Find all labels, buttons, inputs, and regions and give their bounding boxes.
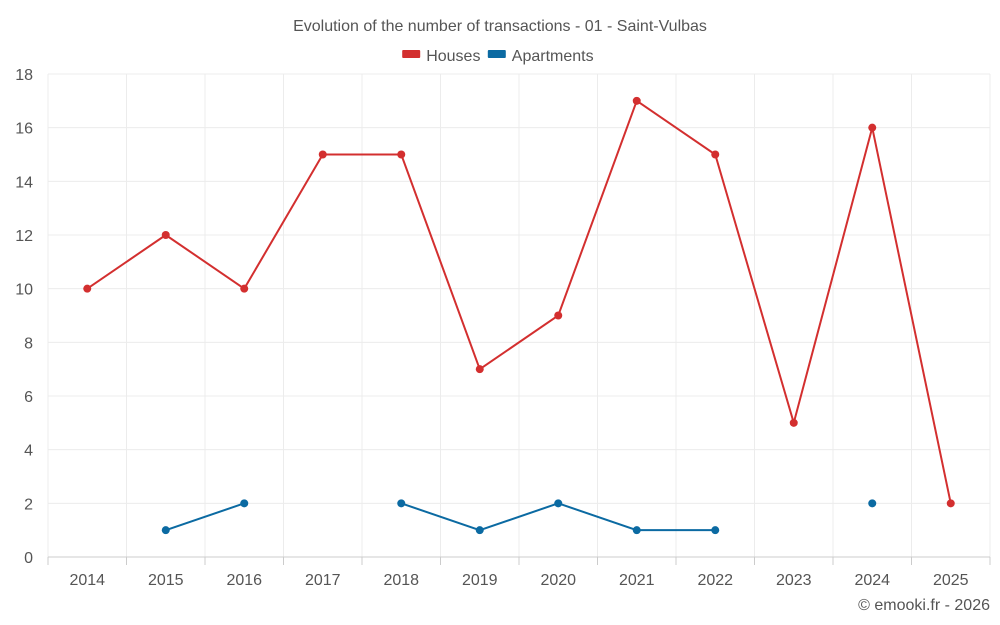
- apartments-point-2021[interactable]: [632, 526, 641, 535]
- x-tick-label: 2016: [226, 572, 262, 589]
- x-tick-label: 2021: [619, 572, 655, 589]
- y-tick-label: 18: [15, 67, 33, 84]
- houses-point-2025[interactable]: [946, 499, 955, 508]
- houses-point-2017[interactable]: [318, 150, 327, 159]
- y-tick-label: 16: [15, 121, 33, 138]
- houses-line-segment: [86, 99, 952, 504]
- y-tick-label: 8: [24, 335, 33, 352]
- series-apartments: [161, 499, 877, 535]
- houses-point-2014[interactable]: [83, 284, 92, 293]
- chart-title: Evolution of the number of transactions …: [293, 18, 707, 35]
- legend-swatch: [402, 50, 421, 58]
- houses-point-2021[interactable]: [632, 96, 641, 105]
- apartments-line-segment: [400, 502, 716, 532]
- x-tick-label: 2018: [383, 572, 419, 589]
- x-tick-label: 2022: [697, 572, 733, 589]
- y-tick-label: 2: [24, 496, 33, 513]
- y-tick-label: 6: [24, 389, 33, 406]
- houses-point-2015[interactable]: [161, 231, 170, 239]
- y-tick-label: 12: [15, 228, 33, 245]
- legend-label: Houses: [426, 48, 480, 65]
- y-tick-label: 10: [15, 282, 33, 299]
- x-tick-label: 2023: [776, 572, 812, 589]
- x-tick-label: 2014: [69, 572, 105, 589]
- houses-point-2020[interactable]: [554, 311, 563, 320]
- houses-point-2024[interactable]: [868, 123, 877, 132]
- apartments-point-2024[interactable]: [868, 499, 877, 508]
- x-tick-label: 2019: [462, 572, 498, 589]
- apartments-line-segment: [165, 502, 245, 532]
- apartments-point-2019[interactable]: [475, 526, 484, 535]
- x-tick-label: 2015: [148, 572, 184, 589]
- y-tick-label: 0: [24, 550, 33, 567]
- legend-label: Apartments: [512, 48, 594, 65]
- houses-point-2019[interactable]: [475, 365, 484, 374]
- series-layer: [83, 96, 955, 535]
- y-tick-label: 14: [15, 174, 33, 191]
- legend-item-apartments[interactable]: Apartments: [487, 48, 594, 65]
- x-tick-label: 2020: [540, 572, 576, 589]
- x-tick-label: 2017: [305, 572, 341, 589]
- legend-item-houses[interactable]: Houses: [402, 48, 480, 65]
- credit-text: © emooki.fr - 2026: [858, 597, 990, 614]
- series-houses: [83, 96, 955, 508]
- legend: Houses Apartments: [402, 48, 594, 65]
- apartments-point-2016[interactable]: [240, 499, 249, 508]
- grid-lines: [47, 73, 991, 557]
- houses-point-2022[interactable]: [711, 150, 720, 159]
- legend-swatch: [487, 50, 506, 58]
- apartments-point-2015[interactable]: [161, 526, 170, 535]
- apartments-point-2018[interactable]: [397, 499, 406, 508]
- houses-point-2016[interactable]: [240, 284, 249, 293]
- houses-point-2023[interactable]: [789, 418, 798, 427]
- apartments-point-2020[interactable]: [554, 499, 563, 508]
- apartments-point-2022[interactable]: [711, 526, 720, 535]
- x-tick-label: 2025: [933, 572, 969, 589]
- y-tick-label: 4: [24, 443, 33, 460]
- x-tick-label: 2024: [854, 572, 890, 589]
- axes: 0 2 4 6 8 10 12 14 16 18 2014 2015 2016 2017 2018 2019 2…: [15, 67, 991, 589]
- houses-point-2018[interactable]: [397, 150, 406, 159]
